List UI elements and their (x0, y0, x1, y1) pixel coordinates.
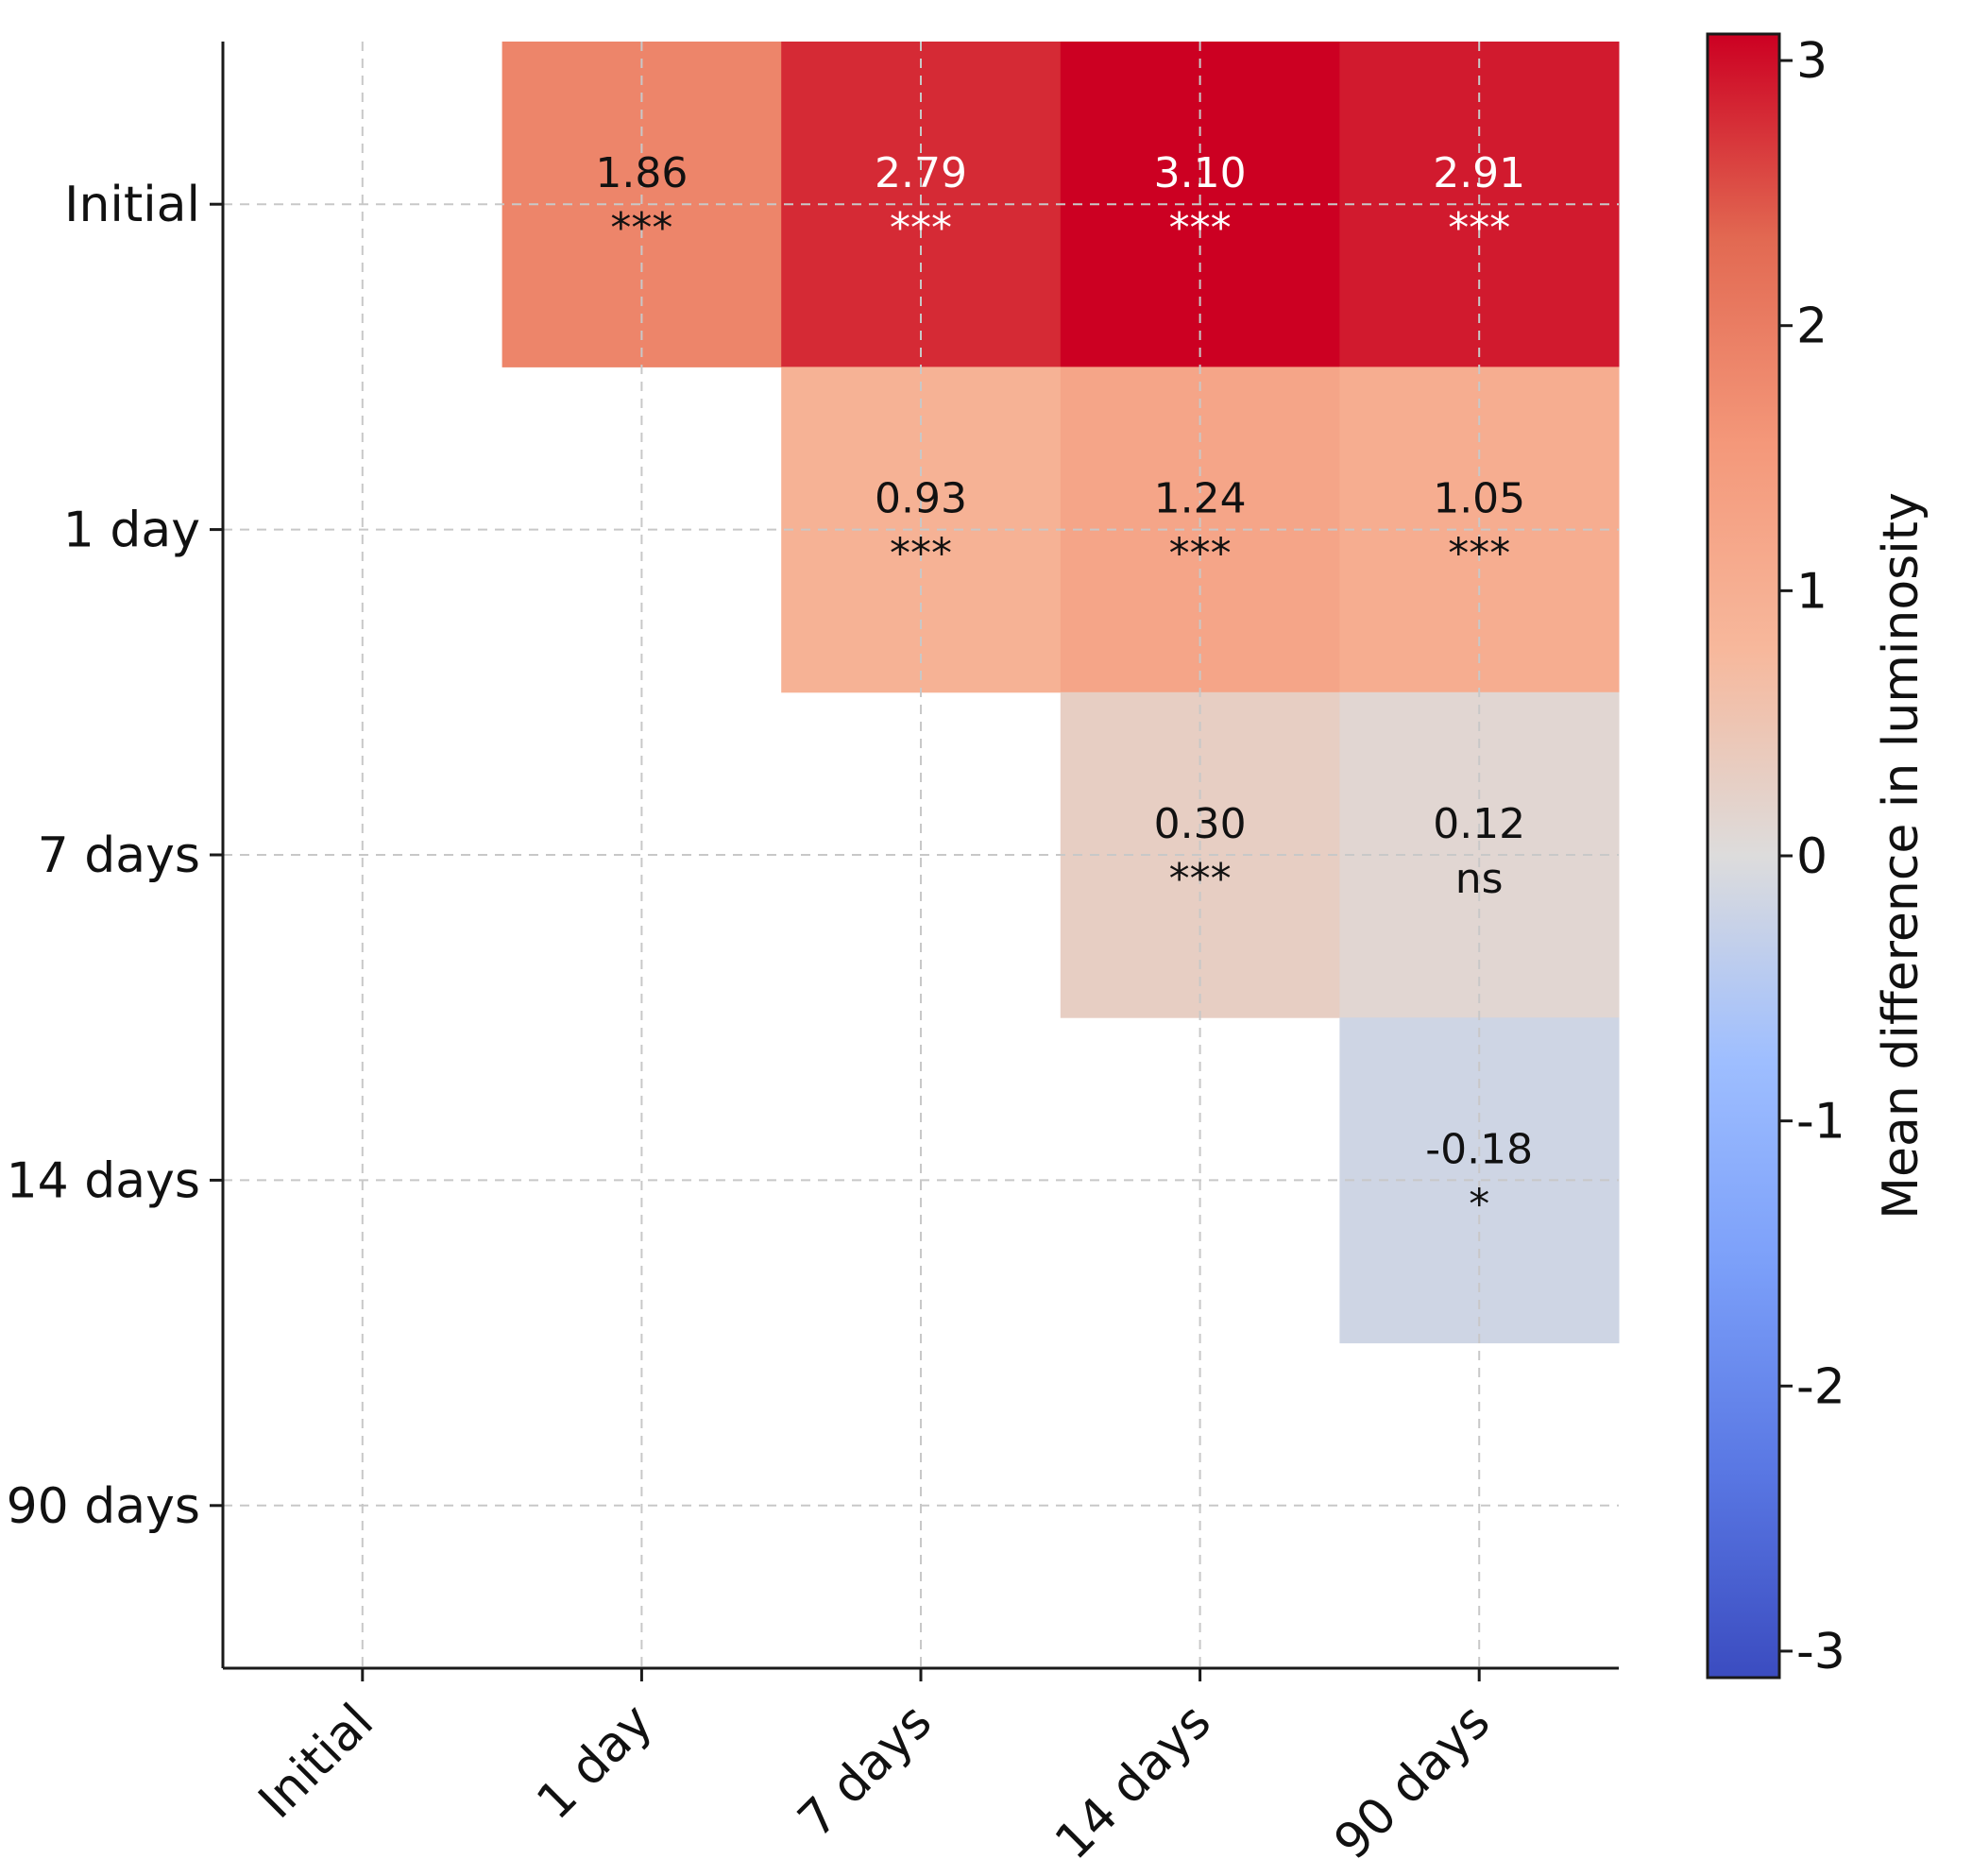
cell-significance-label: *** (1169, 530, 1232, 578)
colorbar-tick-label: -1 (1796, 1094, 1845, 1151)
cell-significance-label: *** (890, 204, 952, 252)
colorbar-gradient (1706, 32, 1781, 1680)
y-tick-label: Initial (64, 177, 200, 233)
cell-value-label: 2.91 (1433, 149, 1525, 197)
colorbar-title: Mean difference in luminosity (1873, 492, 1930, 1219)
x-tick-label: 7 days (788, 1694, 943, 1849)
cell-value-label: -0.18 (1425, 1125, 1533, 1173)
cell-significance-label: * (1469, 1180, 1489, 1228)
axes (210, 42, 1619, 1681)
y-tick-label: 14 days (7, 1152, 200, 1209)
cell-value-label: 0.93 (875, 475, 967, 523)
y-tick-label: 7 days (38, 827, 200, 884)
colorbar-tick-label: 1 (1796, 563, 1828, 620)
cell-value-label: 2.79 (875, 149, 967, 197)
cell-significance-label: *** (610, 204, 672, 252)
cell-significance-label: *** (890, 530, 952, 578)
cell-value-label: 3.10 (1154, 149, 1247, 197)
cell-value-label: 1.86 (595, 149, 688, 197)
x-tick-label: Initial (248, 1694, 384, 1830)
x-tick-label: 90 days (1324, 1694, 1502, 1871)
cell-annotations: 1.86 *** 2.79 *** 3.10 *** 2.91 *** 0.93 *** 1.24 *… (595, 149, 1533, 1228)
cell-significance-label: *** (1448, 530, 1510, 578)
cell-significance-label: *** (1169, 204, 1232, 252)
colorbar-ticks: 3 2 1 0 -1 -2 -3 (1779, 33, 1845, 1680)
cell-significance-label: *** (1169, 855, 1232, 903)
cell-value-label: 0.12 (1433, 800, 1525, 848)
colorbar-tick-label: 3 (1796, 33, 1828, 90)
cell-value-label: 0.30 (1154, 800, 1247, 848)
x-tick-label: 14 days (1045, 1694, 1222, 1871)
y-tick-label: 90 days (7, 1478, 200, 1535)
colorbar-tick-label: -2 (1796, 1358, 1845, 1415)
colorbar: 3 2 1 0 -1 -2 -3 Mean difference in luminosity (1706, 32, 1930, 1680)
y-tick-label: 1 day (63, 503, 200, 559)
cell-value-label: 1.24 (1154, 475, 1247, 523)
colorbar-tick-label: -3 (1796, 1624, 1845, 1680)
colorbar-tick-label: 0 (1796, 828, 1828, 885)
colorbar-tick-label: 2 (1796, 298, 1828, 355)
grid-lines (223, 42, 1619, 1668)
x-tick-label: 1 day (526, 1694, 663, 1831)
cell-significance-label: ns (1455, 855, 1504, 903)
cell-value-label: 1.05 (1433, 475, 1525, 523)
cell-significance-label: *** (1448, 204, 1510, 252)
